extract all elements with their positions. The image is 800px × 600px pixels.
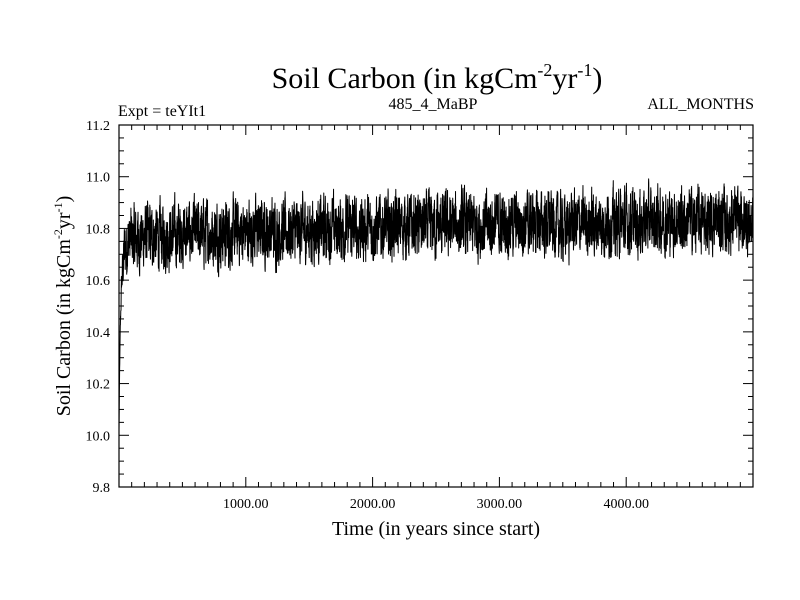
chart-title: Soil Carbon (in kgCm-2yr-1) bbox=[272, 60, 603, 95]
x-axis-label: Time (in years since start) bbox=[332, 518, 540, 540]
y-tick-label: 9.8 bbox=[93, 481, 111, 496]
y-tick-label: 10.6 bbox=[86, 274, 111, 289]
series-line-soil-carbon bbox=[118, 178, 754, 431]
plot-frame bbox=[118, 124, 754, 488]
subtitle-right: ALL_MONTHS bbox=[647, 96, 754, 113]
x-tick-label: 1000.00 bbox=[223, 497, 269, 512]
x-tick-label: 3000.00 bbox=[477, 497, 523, 512]
y-tick-label: 10.0 bbox=[86, 429, 111, 444]
y-tick-label: 11.2 bbox=[86, 119, 110, 134]
x-tick-label: 4000.00 bbox=[603, 497, 649, 512]
subtitle-left: Expt = teYIt1 bbox=[118, 103, 206, 120]
y-axis-label: Soil Carbon (in kgCm-2yr-1) bbox=[51, 196, 75, 417]
axis-ticks: 1000.00 2000.00 3000.00 4000.00 9.8 10.0 10.2 1… bbox=[86, 119, 753, 512]
subtitle-center: 485_4_MaBP bbox=[389, 96, 478, 113]
y-tick-label: 10.2 bbox=[86, 378, 111, 393]
x-tick-label: 2000.00 bbox=[350, 497, 396, 512]
y-tick-label: 11.0 bbox=[86, 171, 110, 186]
y-tick-label: 10.8 bbox=[86, 222, 111, 237]
y-tick-label: 10.4 bbox=[86, 326, 111, 341]
